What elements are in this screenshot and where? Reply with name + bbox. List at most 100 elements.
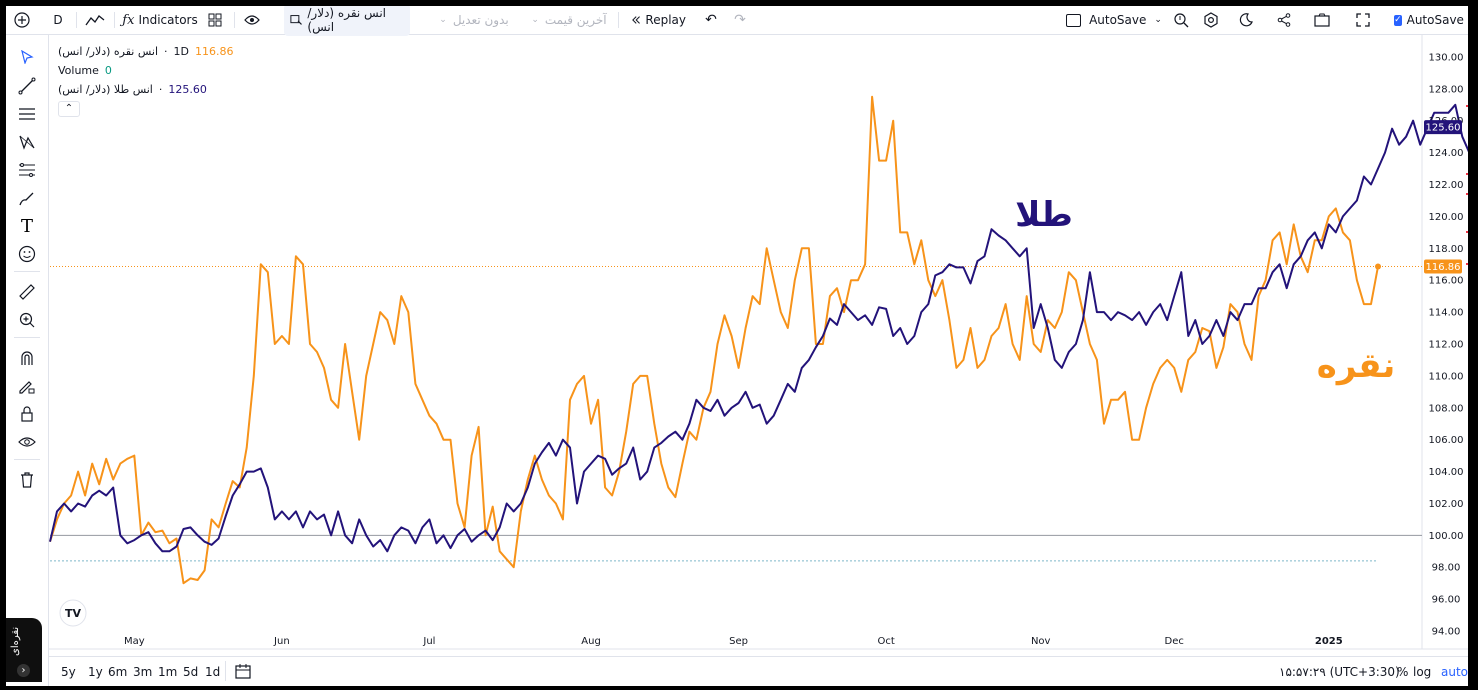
channel-tag[interactable]: نقره‌ای › — [6, 618, 42, 682]
lock-tool[interactable] — [14, 403, 40, 425]
share-button[interactable] — [1274, 6, 1294, 34]
adjust-dropdown[interactable]: ⌄ بدون تعدیل — [432, 6, 516, 34]
price-tick-label: 108.00 — [1429, 403, 1464, 414]
price-tick-label: 94.00 — [1432, 627, 1461, 638]
time-axis[interactable]: MayJunJulAugSepOctNovDec2025FebMar — [124, 636, 1468, 647]
redo-icon: ↷ — [734, 12, 746, 28]
channel-tag-label: نقره‌ای — [10, 626, 21, 656]
legend-main-title: انس نقره (دلار/ انس) — [58, 45, 159, 58]
legend-collapse-button[interactable]: ⌃ — [58, 100, 80, 117]
line-chart-icon — [85, 15, 105, 26]
symbol-search[interactable]: انس نقره (دلار/ انس) — [284, 6, 410, 36]
gold-annotation: طلا — [1015, 195, 1073, 235]
range-5y[interactable]: 5y — [61, 665, 76, 679]
axis-marker — [1466, 193, 1468, 195]
indicators-label: Indicators — [138, 13, 198, 27]
pattern-tool[interactable] — [14, 131, 40, 153]
plus-circle-icon — [14, 12, 30, 28]
projection-tool[interactable] — [14, 159, 40, 181]
app-frame: D ƒx Indicators انس نقره (دلار/ انس) ⌄ ب… — [6, 6, 1468, 686]
hide-tool[interactable] — [14, 431, 40, 453]
replay-button[interactable]: Replay — [632, 6, 686, 34]
tv-logo-mark: TV — [65, 607, 82, 620]
add-symbol-button[interactable] — [10, 6, 34, 34]
price-chart[interactable]: 94.00 96.00 98.00 100.00 102.00 104.00 106.00 1… — [6, 35, 1468, 657]
gear-icon — [1204, 12, 1218, 28]
percent-toggle[interactable]: % — [1397, 665, 1409, 679]
fullscreen-icon — [1356, 13, 1370, 27]
draw-mode-tool[interactable] — [14, 375, 40, 397]
legend-main-row[interactable]: انس نقره (دلار/ انس) · 1D 116.86 — [58, 42, 233, 61]
price-tick-label: 122.00 — [1429, 180, 1464, 191]
ruler-tool[interactable] — [14, 281, 40, 303]
theme-button[interactable] — [1236, 6, 1256, 34]
range-1y[interactable]: 1y — [88, 665, 103, 679]
bottom-toolbar: 5y 1y 6m 3m 1m 5d 1d ۱۵:۵۷:۲۹ (UTC+3:30)… — [49, 656, 1468, 686]
alert-search-button[interactable] — [1171, 6, 1191, 34]
goto-date-button[interactable] — [235, 663, 251, 682]
interval-button[interactable]: D — [53, 13, 63, 27]
cursor-tool[interactable] — [14, 46, 40, 68]
trendline-tool[interactable] — [14, 75, 40, 97]
fullscreen-button[interactable] — [1353, 6, 1373, 34]
log-toggle[interactable]: log — [1413, 665, 1432, 679]
indicators-button[interactable]: ƒx Indicators — [122, 6, 198, 34]
legend-volume-row[interactable]: Volume 0 — [58, 61, 233, 80]
text-tool[interactable]: T — [14, 215, 40, 237]
price-tick-label: 100.00 — [1429, 531, 1464, 542]
silver-price-tag[interactable] — [1424, 259, 1462, 274]
visibility-button[interactable] — [242, 6, 262, 34]
share-icon — [1277, 13, 1291, 27]
axis-marker — [1466, 263, 1468, 265]
chevron-down-icon: ⌄ — [439, 15, 447, 25]
settings-button[interactable] — [1201, 6, 1221, 34]
price-axis[interactable]: 94.00 96.00 98.00 100.00 102.00 104.00 106.00 1… — [1424, 52, 1468, 638]
range-3m[interactable]: 3m — [133, 665, 153, 679]
range-1d[interactable]: 1d — [205, 665, 221, 679]
moon-icon — [1239, 13, 1253, 27]
autosave-toggle[interactable]: ✓ AutoSave — [1394, 6, 1464, 34]
zoom-tool[interactable] — [14, 309, 40, 331]
grid-icon — [208, 13, 222, 27]
price-type-dropdown[interactable]: ⌄ آخرین قیمت — [530, 6, 608, 34]
emoji-tool[interactable] — [14, 243, 40, 265]
chart-type-button[interactable] — [83, 6, 107, 34]
legend-compare-value: 125.60 — [168, 83, 207, 96]
magnifier-alert-icon — [1174, 13, 1189, 28]
snapshot-button[interactable] — [1312, 6, 1332, 34]
templates-button[interactable] — [205, 6, 225, 34]
price-tick-label: 114.00 — [1429, 308, 1464, 319]
symbol-name: انس نقره (دلار/ انس) — [307, 6, 387, 34]
tradingview-logo[interactable]: TV — [59, 599, 87, 627]
delete-tool[interactable] — [14, 469, 40, 491]
chart-legend: انس نقره (دلار/ انس) · 1D 116.86 Volume … — [58, 42, 233, 118]
fib-tool[interactable] — [14, 103, 40, 125]
layout-icon — [1066, 13, 1082, 27]
magnet-tool[interactable] — [14, 347, 40, 369]
autosave-button-label: AutoSave — [1089, 13, 1147, 27]
clock-label[interactable]: ۱۵:۵۷:۲۹ (UTC+3:30) — [1279, 665, 1400, 679]
redo-button[interactable]: ↷ — [732, 6, 748, 34]
price-tick-label: 106.00 — [1429, 435, 1464, 446]
price-tick-label: 120.00 — [1429, 212, 1464, 223]
legend-compare-row[interactable]: انس طلا (دلار/ انس) · 125.60 — [58, 80, 233, 99]
lock-icon — [21, 406, 33, 422]
brush-tool[interactable] — [14, 187, 40, 209]
price-tick-label: 98.00 — [1432, 563, 1461, 574]
undo-button[interactable]: ↶ — [703, 6, 719, 34]
price-type-label: آخرین قیمت — [544, 13, 607, 27]
auto-toggle[interactable]: auto — [1441, 665, 1468, 679]
legend-main-interval: 1D — [173, 45, 189, 58]
drawing-toolbar: T — [6, 35, 49, 686]
axis-marker — [1466, 173, 1468, 175]
pattern-icon — [19, 135, 35, 150]
range-6m[interactable]: 6m — [108, 665, 128, 679]
text-icon: T — [20, 215, 33, 237]
top-toolbar: D ƒx Indicators انس نقره (دلار/ انس) ⌄ ب… — [6, 6, 1468, 36]
range-1m[interactable]: 1m — [158, 665, 178, 679]
gold-price-tag[interactable] — [1424, 120, 1462, 135]
range-5d[interactable]: 5d — [183, 665, 199, 679]
horizontal-lines-icon — [19, 108, 35, 120]
checkbox-checked-icon[interactable]: ✓ — [1394, 14, 1402, 26]
autosave-dropdown[interactable]: AutoSave ⌄ — [1066, 6, 1162, 34]
